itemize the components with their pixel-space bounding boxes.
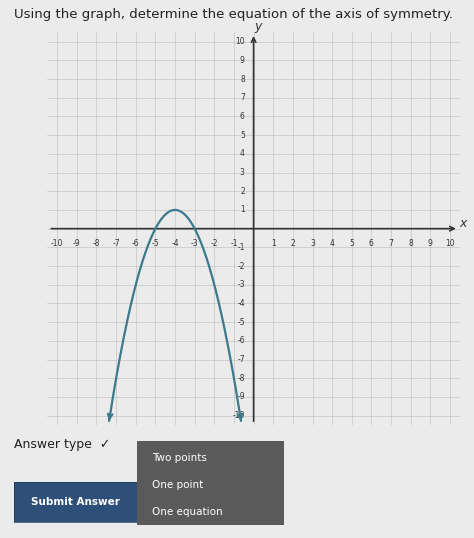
Text: -2: -2 (237, 261, 245, 271)
Text: y: y (255, 20, 262, 33)
Text: -9: -9 (73, 239, 81, 248)
Text: 10: 10 (235, 37, 245, 46)
Text: 6: 6 (240, 112, 245, 121)
Text: 10: 10 (445, 239, 455, 248)
Text: -10: -10 (51, 239, 64, 248)
Text: -4: -4 (237, 299, 245, 308)
Text: One point: One point (152, 480, 203, 490)
Text: -5: -5 (237, 317, 245, 327)
Text: -6: -6 (237, 336, 245, 345)
Text: 2: 2 (291, 239, 295, 248)
Text: 8: 8 (240, 75, 245, 83)
Text: -10: -10 (232, 411, 245, 420)
Text: Answer type  ✓: Answer type ✓ (14, 438, 110, 451)
Text: -2: -2 (210, 239, 218, 248)
Text: x: x (460, 217, 467, 230)
Text: 9: 9 (240, 56, 245, 65)
Text: 2: 2 (240, 187, 245, 196)
Text: -5: -5 (152, 239, 159, 248)
Text: -1: -1 (237, 243, 245, 252)
Text: -3: -3 (237, 280, 245, 289)
Text: 1: 1 (240, 206, 245, 215)
Text: 3: 3 (310, 239, 315, 248)
Text: -1: -1 (230, 239, 237, 248)
Text: 6: 6 (369, 239, 374, 248)
Text: 4: 4 (240, 150, 245, 158)
Text: -6: -6 (132, 239, 139, 248)
Text: 4: 4 (330, 239, 335, 248)
Text: 9: 9 (428, 239, 433, 248)
Text: -9: -9 (237, 392, 245, 401)
Text: -4: -4 (171, 239, 179, 248)
Text: -3: -3 (191, 239, 199, 248)
Text: -8: -8 (237, 374, 245, 383)
Text: 7: 7 (240, 93, 245, 102)
Text: 5: 5 (349, 239, 354, 248)
Text: 8: 8 (408, 239, 413, 248)
Text: 1: 1 (271, 239, 275, 248)
Text: -7: -7 (237, 355, 245, 364)
Text: -7: -7 (112, 239, 120, 248)
Text: Using the graph, determine the equation of the axis of symmetry.: Using the graph, determine the equation … (14, 8, 453, 21)
Text: 5: 5 (240, 131, 245, 140)
Text: 7: 7 (389, 239, 393, 248)
Text: -8: -8 (93, 239, 100, 248)
Text: 3: 3 (240, 168, 245, 177)
Text: Two points: Two points (152, 453, 207, 463)
Text: Submit Answer: Submit Answer (31, 497, 120, 507)
Text: One equation: One equation (152, 507, 223, 517)
